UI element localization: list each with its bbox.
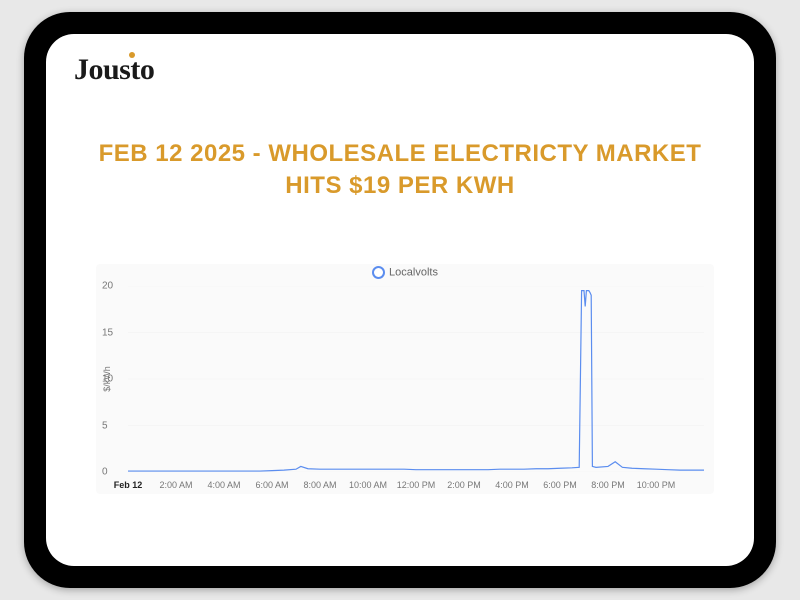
y-tick-label: 0 (102, 467, 108, 478)
x-tick-label: 8:00 AM (303, 480, 336, 490)
x-tick-label: 2:00 PM (447, 480, 481, 490)
y-tick-label: 10 (102, 374, 113, 385)
x-tick-label: 2:00 AM (159, 480, 192, 490)
x-tick-label: Feb 12 (114, 480, 143, 490)
brand-logo: Jousto (74, 50, 154, 90)
x-tick-label: 6:00 AM (255, 480, 288, 490)
brand-name: Jousto (74, 53, 154, 87)
x-tick-label: 8:00 PM (591, 480, 625, 490)
brand-dot-icon (129, 52, 135, 58)
y-tick-label: 20 (102, 281, 113, 292)
tablet-frame: Jousto FEB 12 2025 - WHOLESALE ELECTRICT… (24, 12, 776, 588)
screen: Jousto FEB 12 2025 - WHOLESALE ELECTRICT… (46, 34, 754, 566)
page-title: FEB 12 2025 - WHOLESALE ELECTRICTY MARKE… (86, 138, 714, 203)
x-tick-label: 6:00 PM (543, 480, 577, 490)
x-tick-label: 4:00 PM (495, 480, 529, 490)
chart-legend: Localvolts (96, 266, 714, 279)
legend-label: Localvolts (389, 266, 438, 278)
x-tick-label: 10:00 PM (637, 480, 676, 490)
x-tick-label: 4:00 AM (207, 480, 240, 490)
plot-area (128, 286, 704, 472)
legend-marker-icon (372, 266, 385, 279)
price-chart: Localvolts $/kWh 05101520 Feb 122:00 AM4… (96, 264, 714, 494)
y-tick-label: 15 (102, 327, 113, 338)
x-tick-label: 10:00 AM (349, 480, 387, 490)
y-tick-label: 5 (102, 420, 108, 431)
x-tick-label: 12:00 PM (397, 480, 436, 490)
